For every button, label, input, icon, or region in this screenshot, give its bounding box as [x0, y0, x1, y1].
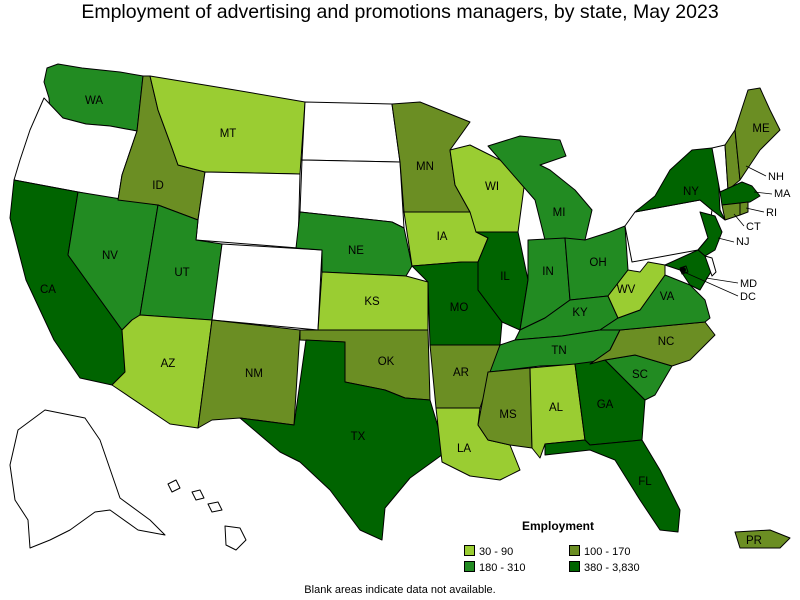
legend-swatch-4: [569, 561, 580, 572]
label-ga: GA: [597, 399, 614, 411]
label-ok: OK: [378, 356, 395, 368]
label-dc: DC: [740, 291, 756, 303]
label-ne: NE: [348, 245, 364, 257]
label-nm: NM: [245, 368, 263, 380]
label-tx: TX: [351, 431, 366, 443]
state-nc[interactable]: [589, 321, 716, 367]
label-sc: SC: [632, 369, 648, 381]
state-fl[interactable]: [544, 439, 681, 533]
label-oh: OH: [589, 257, 606, 269]
dc-marker: [680, 267, 686, 273]
label-mt: MT: [220, 128, 237, 140]
state-me[interactable]: [734, 87, 781, 181]
label-wa: WA: [85, 95, 103, 107]
label-nh: NH: [768, 171, 784, 183]
legend-item-2: 100 - 170: [569, 545, 630, 559]
footnote: Blank areas indicate data not available.: [304, 584, 496, 596]
label-ca: CA: [40, 284, 56, 296]
legend-label-4: 380 - 3,830: [584, 562, 640, 574]
label-pr: PR: [746, 535, 762, 547]
state-co[interactable]: [211, 243, 323, 331]
label-ma: MA: [774, 188, 791, 200]
state-pr[interactable]: [734, 529, 791, 549]
legend-item-4: 380 - 3,830: [569, 561, 640, 575]
state-la[interactable]: [435, 407, 521, 481]
label-nc: NC: [658, 336, 675, 348]
legend-swatch-2: [569, 545, 580, 556]
label-nj: NJ: [736, 236, 749, 248]
label-ks: KS: [364, 296, 380, 308]
label-mi: MI: [553, 207, 566, 219]
label-ar: AR: [453, 367, 469, 379]
state-ks[interactable]: [317, 271, 429, 331]
state-il[interactable]: [475, 231, 529, 331]
label-in: IN: [542, 266, 554, 278]
label-fl: FL: [638, 476, 652, 488]
label-wv: WV: [617, 284, 636, 296]
label-az: AZ: [161, 358, 176, 370]
label-ms: MS: [499, 409, 517, 421]
state-mi[interactable]: [487, 135, 593, 241]
label-il: IL: [500, 271, 510, 283]
legend-label-1: 30 - 90: [479, 546, 514, 558]
label-id: ID: [152, 180, 164, 192]
label-ut: UT: [174, 267, 189, 279]
label-la: LA: [457, 443, 471, 455]
label-tn: TN: [551, 345, 566, 357]
label-va: VA: [660, 291, 675, 303]
label-wi: WI: [485, 181, 499, 193]
label-nv: NV: [102, 250, 118, 262]
label-ri: RI: [766, 207, 777, 219]
state-ak[interactable]: [9, 409, 166, 549]
state-ms[interactable]: [477, 367, 533, 449]
state-nd[interactable]: [301, 101, 401, 163]
state-nj[interactable]: [697, 211, 723, 257]
map-title: Employment of advertising and promotions…: [81, 1, 719, 23]
label-ia: IA: [437, 231, 448, 243]
legend-label-2: 100 - 170: [584, 546, 631, 558]
state-az[interactable]: [111, 314, 213, 429]
label-md: MD: [740, 278, 757, 290]
legend-title: Employment: [522, 519, 595, 533]
state-de[interactable]: [704, 255, 717, 277]
label-mn: MN: [416, 161, 434, 173]
state-ri[interactable]: [739, 201, 749, 216]
label-ny: NY: [683, 186, 699, 198]
label-al: AL: [549, 402, 564, 414]
state-tx[interactable]: [239, 339, 447, 541]
legend-swatch-1: [464, 545, 475, 556]
label-ct: CT: [746, 221, 761, 233]
state-hi[interactable]: [167, 479, 247, 551]
legend: Employment 30 - 90 100 - 170 180 - 310 3…: [462, 518, 662, 578]
label-me: ME: [752, 123, 770, 135]
state-wy[interactable]: [195, 171, 301, 249]
label-mo: MO: [450, 302, 469, 314]
legend-item-1: 30 - 90: [464, 545, 513, 559]
label-ky: KY: [572, 307, 588, 319]
legend-label-3: 180 - 310: [479, 562, 526, 574]
legend-swatch-3: [464, 561, 475, 572]
legend-item-3: 180 - 310: [464, 561, 525, 575]
